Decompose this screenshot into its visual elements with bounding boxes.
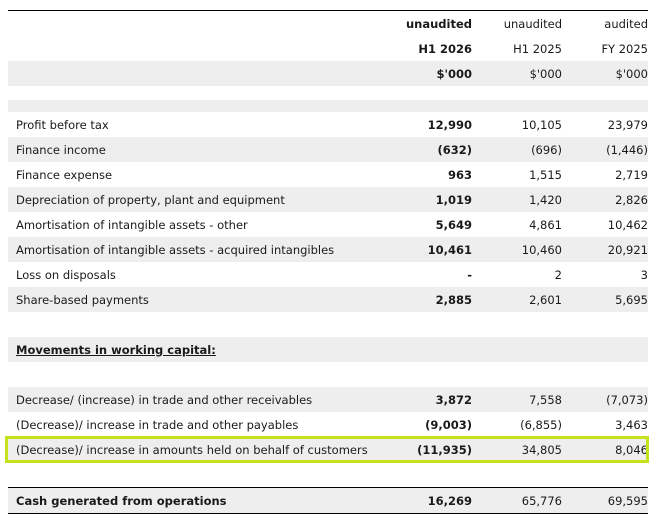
row-label: Profit before tax (16, 117, 109, 132)
row-c3: 8,046 (615, 442, 648, 457)
row-c1: 12,990 (427, 117, 472, 132)
row-label: Finance income (16, 142, 106, 157)
total-c2: 65,776 (521, 493, 562, 508)
header-c2-unit: $'000 (529, 66, 562, 81)
row-c1: (11,935) (417, 442, 472, 457)
total-top-rule (8, 487, 648, 488)
section-heading: Movements in working capital: (16, 342, 216, 357)
row-c2: 10,105 (521, 117, 562, 132)
header-c1-unit: $'000 (436, 66, 472, 81)
row-c2: 1,515 (529, 167, 562, 182)
header-row-unit: $'000 $'000 $'000 (8, 61, 648, 86)
row-c1: (9,003) (425, 417, 472, 432)
row-label: Finance expense (16, 167, 113, 182)
table-top-rule (8, 10, 648, 11)
row-c3: 2,826 (615, 192, 648, 207)
row-c2: 1,420 (529, 192, 562, 207)
row-c3: 3 (640, 267, 648, 282)
table-row: Loss on disposals - 2 3 (8, 262, 648, 287)
row-c2: 4,861 (529, 217, 562, 232)
row-c2: (696) (531, 142, 562, 157)
row-c1: - (467, 267, 472, 282)
row-label: Depreciation of property, plant and equi… (16, 192, 285, 207)
row-c3: 5,695 (615, 292, 648, 307)
row-c1: 1,019 (435, 192, 472, 207)
section-heading-row: Movements in working capital: (8, 337, 648, 362)
table-row: Share-based payments 2,885 2,601 5,695 (8, 287, 648, 312)
row-c2: 2 (554, 267, 562, 282)
row-c3: 23,979 (607, 117, 648, 132)
spacer-row (8, 362, 648, 387)
row-label: Amortisation of intangible assets - othe… (16, 217, 248, 232)
row-c1: 2,885 (435, 292, 472, 307)
row-c1: (632) (437, 142, 472, 157)
row-c1: 963 (447, 167, 472, 182)
row-label: (Decrease)/ increase in trade and other … (16, 417, 299, 432)
header-row-status: unaudited unaudited audited (8, 11, 648, 36)
row-c1: 5,649 (435, 217, 472, 232)
header-c2-status: unaudited (503, 16, 562, 31)
row-c1: 3,872 (435, 392, 472, 407)
header-c3-period: FY 2025 (601, 41, 648, 56)
row-c2: 2,601 (529, 292, 562, 307)
header-row-period: H1 2026 H1 2025 FY 2025 (8, 36, 648, 61)
total-c3: 69,595 (607, 493, 648, 508)
row-c3: (1,446) (606, 142, 648, 157)
table-row: Finance income (632) (696) (1,446) (8, 137, 648, 162)
row-c2: 7,558 (529, 392, 562, 407)
row-label: Decrease/ (increase) in trade and other … (16, 392, 313, 407)
row-c1: 10,461 (427, 242, 472, 257)
total-label: Cash generated from operations (16, 493, 227, 508)
header-c3-status: audited (604, 16, 648, 31)
header-c1-status: unaudited (405, 16, 472, 31)
row-c3: 20,921 (607, 242, 648, 257)
table-row: Amortisation of intangible assets - acqu… (8, 237, 648, 262)
table-row: Finance expense 963 1,515 2,719 (8, 162, 648, 187)
row-label: (Decrease)/ increase in amounts held on … (16, 442, 368, 457)
row-highlight-box (5, 436, 649, 463)
row-c2: (6,855) (520, 417, 562, 432)
table-row-highlighted: (Decrease)/ increase in amounts held on … (8, 437, 648, 462)
header-c2-period: H1 2025 (513, 41, 562, 56)
header-c3-unit: $'000 (615, 66, 648, 81)
total-row: Cash generated from operations 16,269 65… (8, 488, 648, 513)
row-label: Amortisation of intangible assets - acqu… (16, 242, 335, 257)
row-c3: (7,073) (606, 392, 648, 407)
row-c2: 10,460 (521, 242, 562, 257)
row-label: Share-based payments (16, 292, 149, 307)
total-bottom-rule (8, 513, 648, 514)
total-c1: 16,269 (427, 493, 472, 508)
row-c3: 2,719 (615, 167, 648, 182)
row-label: Loss on disposals (16, 267, 116, 282)
row-c2: 34,805 (521, 442, 562, 457)
spacer-shade (8, 100, 648, 112)
table-row: Depreciation of property, plant and equi… (8, 187, 648, 212)
spacer-row (8, 462, 648, 487)
spacer-row (8, 312, 648, 337)
table-row: Decrease/ (increase) in trade and other … (8, 387, 648, 412)
row-c3: 3,463 (615, 417, 648, 432)
table-row: (Decrease)/ increase in trade and other … (8, 412, 648, 437)
row-c3: 10,462 (607, 217, 648, 232)
header-c1-period: H1 2026 (418, 41, 472, 56)
table-row: Amortisation of intangible assets - othe… (8, 212, 648, 237)
table-row: Profit before tax 12,990 10,105 23,979 (8, 112, 648, 137)
